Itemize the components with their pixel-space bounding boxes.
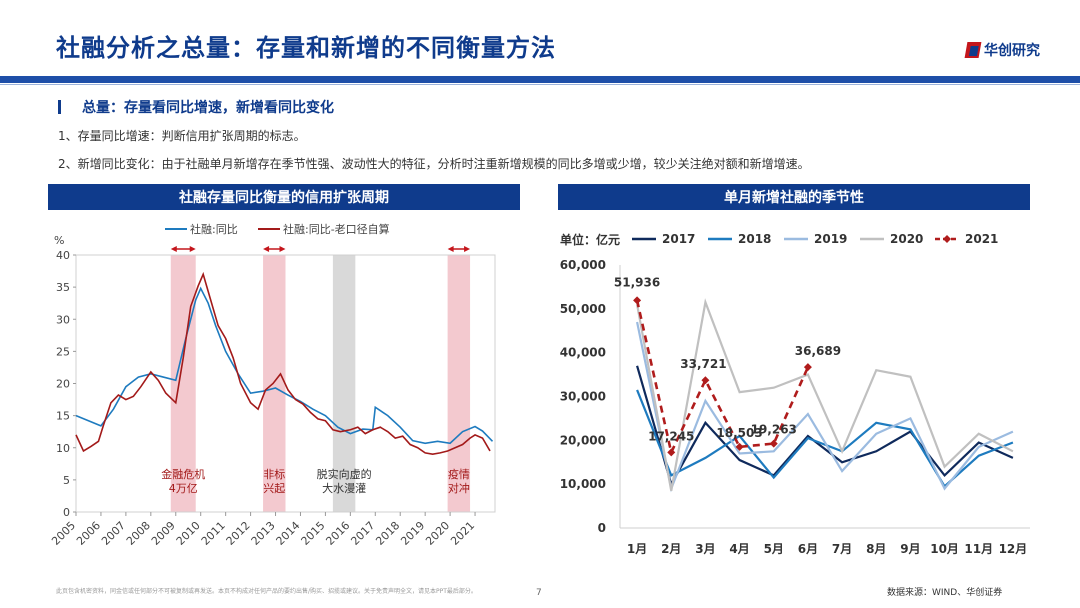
period-arrow-left-1 [263,246,270,252]
x-tick-label-4: 5月 [764,542,784,556]
period-label-1-1: 兴起 [263,482,285,495]
legend-label-2018: 2018 [738,232,771,246]
x-tick-label-1: 2月 [661,542,681,556]
x-tick-label-10: 11月 [964,542,993,556]
y-tick-label-2: 20,000 [560,433,606,447]
left-chart-title: 社融存量同比衡量的信用扩张周期 [48,184,520,210]
y-tick-label-3: 15 [56,410,70,423]
y-axis-unit: % [54,234,64,247]
shaded-period-0 [170,255,196,512]
y-tick-label-8: 40 [56,249,70,262]
header-divider [0,76,1080,83]
series-marker-2021-1 [667,448,676,457]
x-tick-label-7: 8月 [866,542,886,556]
period-arrow-right-1 [279,246,286,252]
shaded-period-2 [332,255,356,512]
disclaimer: 此页包含机密资料，同金信或任何部分不可被复制或再发送。本页不构成对任何产品的要约… [56,588,477,595]
y-tick-label-1: 5 [63,474,70,487]
y-tick-label-4: 40,000 [560,346,606,360]
data-label-4: 19,263 [751,423,797,437]
subtitle-marker [58,100,61,114]
brand-logo: 华创研究 [964,40,1040,60]
x-tick-label-8: 9月 [900,542,920,556]
series-marker-2021-4 [769,439,778,448]
period-label-3-1: 对冲 [448,481,470,495]
legend-label-2019: 2019 [814,232,847,246]
data-label-3: 18,503 [716,426,762,440]
series-line-1 [75,271,491,455]
y-tick-label-3: 30,000 [560,390,606,404]
x-tick-label-3: 4月 [729,542,749,556]
unit-label: 单位：亿元 [560,232,620,247]
y-tick-label-1: 10,000 [560,477,606,491]
brand-logo-text: 华创研究 [984,43,1040,59]
period-label-1-0: 非标 [263,467,285,481]
right-chart-title: 单月新增社融的季节性 [558,184,1030,210]
x-tick-label-6: 7月 [832,542,852,556]
period-label-0-1: 4万亿 [169,482,198,495]
page-number: 7 [536,588,542,598]
series-line-2019 [636,321,1014,493]
data-label-5: 36,689 [795,344,841,358]
period-arrow-right-3 [464,246,471,252]
shaded-period-1 [263,255,286,512]
series-marker-2021-0 [633,296,642,305]
period-label-0-0: 金融危机 [161,467,205,481]
point-2: 2、新增同比变化：由于社融单月新增存在季节性强、波动性大的特征，分析时注重新增规… [58,157,810,171]
series-marker-2021-2 [701,376,710,385]
section-subtitle: 总量：存量看同比增速，新增看同比变化 [82,100,334,116]
y-tick-label-7: 35 [56,281,70,294]
legend-label-2021: 2021 [965,232,998,246]
x-tick-label-0: 1月 [627,542,647,556]
y-tick-label-6: 60,000 [560,258,606,272]
series-marker-2021-3 [735,442,744,451]
series-marker-2021-5 [803,363,812,372]
period-arrow-left-0 [170,246,177,252]
period-arrow-right-0 [189,246,196,252]
period-label-2-0: 脱实向虚的 [317,467,372,481]
series-line-2020 [636,298,1014,491]
y-tick-label-4: 20 [56,378,70,391]
x-tick-label-5: 6月 [798,542,818,556]
period-arrow-left-3 [447,246,454,252]
legend-label-2017: 2017 [662,232,695,246]
data-source: 数据来源：WIND、华创证券 [887,588,1003,598]
legend-marker-2021 [943,235,951,243]
legend-label-1: 社融:同比-老口径自算 [283,222,390,236]
legend-label-2020: 2020 [890,232,923,246]
y-tick-label-5: 25 [56,345,70,358]
legend-label-0: 社融:同比 [190,222,238,236]
y-tick-label-5: 50,000 [560,302,606,316]
data-label-0: 51,936 [614,275,660,289]
data-label-1: 17,245 [648,429,694,443]
y-tick-label-0: 0 [63,506,70,519]
period-label-2-1: 大水漫灌 [322,481,366,495]
point-1: 1、存量同比增速：判断信用扩张周期的标志。 [58,129,306,143]
x-tick-label-2: 3月 [695,542,715,556]
page-title: 社融分析之总量：存量和新增的不同衡量方法 [56,34,556,62]
data-label-2: 33,721 [680,357,726,371]
series-line-2017 [636,365,1014,488]
x-tick-label-9: 10月 [930,542,959,556]
header-divider-thin [0,84,1080,85]
x-tick-label-11: 12月 [999,542,1028,556]
period-label-3-0: 疫情 [448,467,470,481]
y-tick-label-0: 0 [598,521,606,535]
y-tick-label-6: 30 [56,313,70,326]
y-tick-label-2: 10 [56,442,70,455]
